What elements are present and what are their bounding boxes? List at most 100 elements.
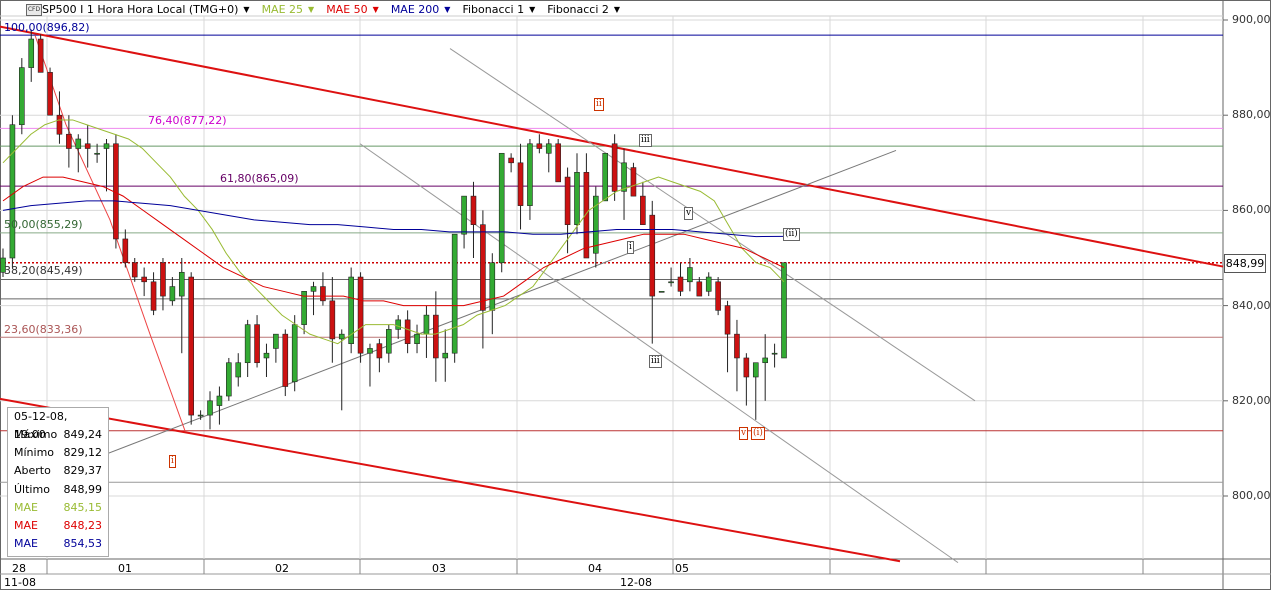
candle: [367, 348, 373, 354]
candle: [9, 124, 16, 259]
candle: [385, 329, 392, 354]
info-box: 05-12-08, 19:00 Máximo 849,24 Mínimo 829,1…: [7, 407, 109, 557]
candle: [574, 172, 580, 225]
candle: [216, 395, 223, 406]
x-month: 12-08: [620, 576, 652, 589]
candle: [630, 167, 637, 197]
candle: [188, 276, 194, 416]
mae200-menu[interactable]: MAE 200 ▼: [391, 3, 451, 16]
candle: [602, 152, 609, 202]
fibonacci2-label: Fibonacci 2: [547, 3, 609, 16]
candle: [696, 281, 703, 297]
chevron-down-icon: ▼: [308, 5, 315, 14]
x-tick: 04: [588, 562, 602, 575]
info-value: 829,37: [63, 464, 103, 478]
x-tick: 01: [118, 562, 132, 575]
candle: [376, 343, 383, 359]
candle: [197, 414, 204, 417]
candle: [658, 291, 665, 293]
candle: [734, 333, 740, 359]
y-tick: 880,00: [1232, 108, 1271, 121]
chevron-down-icon: ▼: [529, 5, 536, 14]
ma-line: [2, 176, 785, 307]
trendline-lower: [0, 397, 901, 563]
wave-label-ii-paren: (ii): [783, 228, 800, 241]
x-tick: 05: [675, 562, 689, 575]
candle: [254, 324, 260, 364]
candle: [781, 262, 787, 359]
x-tick: 28: [12, 562, 26, 575]
y-tick: 900,00: [1232, 13, 1271, 26]
info-value: 848,23: [63, 518, 103, 532]
fib-label-23: 23,60(833,36): [4, 323, 83, 336]
ma-line: [2, 119, 785, 345]
candle: [423, 314, 430, 335]
candle: [348, 276, 354, 344]
candle: [508, 157, 514, 164]
candle: [75, 138, 82, 149]
candle: [301, 291, 307, 325]
candle: [640, 195, 646, 225]
candle: [593, 195, 599, 254]
candle: [743, 357, 750, 378]
wave-label-iii: iii: [639, 134, 652, 147]
candle: [357, 276, 364, 354]
candle: [141, 276, 147, 283]
candle: [150, 281, 157, 311]
candle: [122, 238, 129, 264]
candle: [103, 143, 110, 149]
candle: [414, 333, 420, 344]
candle: [724, 305, 731, 335]
info-row: Aberto 829,37: [8, 462, 108, 480]
candle: [564, 176, 571, 225]
candle: [404, 319, 411, 344]
info-label: MAE: [14, 537, 38, 551]
mae50-label: MAE 50: [326, 3, 368, 16]
fibonacci2-menu[interactable]: Fibonacci 2 ▼: [547, 3, 620, 16]
wave-label-i-paren: (i): [751, 427, 765, 440]
trendline-grey: [359, 143, 959, 564]
candle: [160, 262, 166, 297]
y-tick: 840,00: [1232, 299, 1271, 312]
candle: [536, 143, 543, 149]
info-value: 854,53: [63, 537, 103, 551]
candle: [320, 286, 326, 302]
trendline-upper: [0, 25, 1224, 268]
candle: [517, 162, 524, 206]
indicator-toolbar: SP500 I 1 Hora Hora Local (TMG+0) ▼ MAE 2…: [42, 3, 632, 16]
symbol-menu[interactable]: SP500 I 1 Hora Hora Local (TMG+0) ▼: [42, 3, 250, 16]
candle: [37, 38, 44, 73]
mae50-menu[interactable]: MAE 50 ▼: [326, 3, 379, 16]
info-value: 848,99: [63, 482, 103, 496]
x-month: 11-08: [4, 576, 36, 589]
candle: [28, 38, 35, 68]
info-value: 845,15: [63, 500, 103, 514]
candle: [56, 114, 63, 135]
candle: [338, 333, 345, 340]
info-value: 829,12: [63, 446, 103, 460]
candle: [489, 262, 496, 311]
candle: [66, 133, 72, 149]
candle: [621, 162, 627, 192]
candle: [178, 271, 185, 297]
x-tick: 02: [275, 562, 289, 575]
info-label: Aberto: [14, 464, 51, 478]
cfd-icon: CFD: [26, 4, 42, 16]
candle: [649, 214, 656, 297]
candle: [677, 276, 684, 292]
candle: [480, 224, 486, 311]
fib-label-76: 76,40(877,22): [148, 114, 227, 127]
last-price-tag: 848,99: [1224, 254, 1266, 273]
chevron-down-icon: ▼: [372, 5, 379, 14]
mae200-label: MAE 200: [390, 3, 440, 16]
mae25-menu[interactable]: MAE 25 ▼: [262, 3, 315, 16]
candle: [310, 286, 317, 292]
candle: [451, 233, 458, 354]
y-tick: 860,00: [1232, 203, 1271, 216]
candle: [461, 195, 467, 235]
fibonacci1-menu[interactable]: Fibonacci 1 ▼: [462, 3, 535, 16]
candle: [0, 257, 6, 273]
candle: [329, 300, 336, 340]
candle: [19, 67, 25, 126]
